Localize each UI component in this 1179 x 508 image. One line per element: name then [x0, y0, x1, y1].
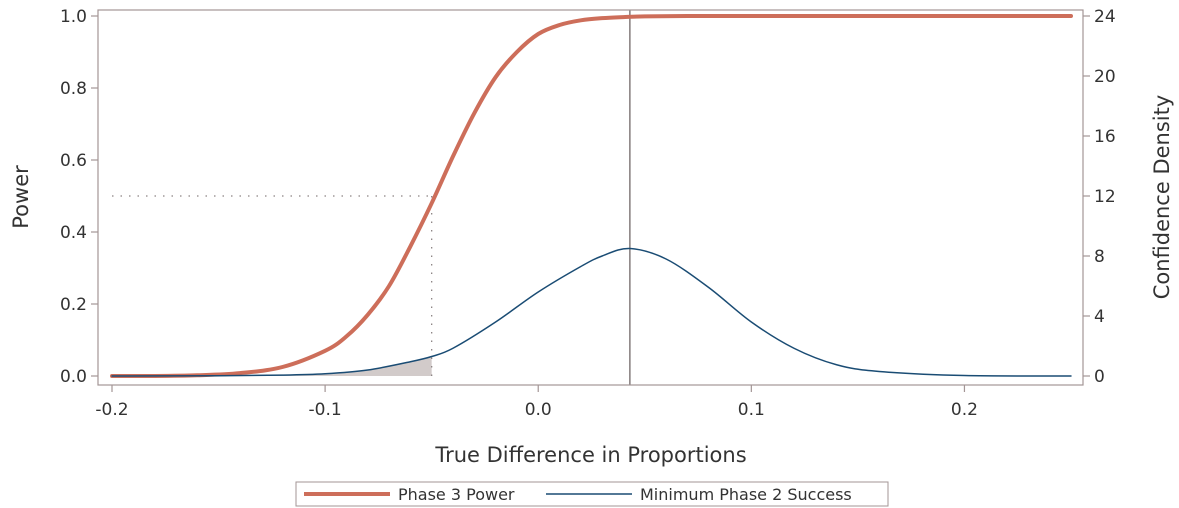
y-axis-left: 0.0 0.2 0.4 0.6 0.8 1.0: [60, 7, 98, 387]
legend-label-phase3-power: Phase 3 Power: [398, 485, 515, 504]
y-axis-title: Power: [9, 165, 33, 229]
y-tick-label: 0.8: [60, 79, 87, 99]
x-tick-label: -0.2: [95, 400, 128, 420]
y2-tick-label: 24: [1094, 7, 1116, 27]
legend-label-min-phase2-success: Minimum Phase 2 Success: [640, 485, 852, 504]
x-tick-label: 0.1: [738, 400, 765, 420]
y2-tick-label: 20: [1094, 67, 1116, 87]
y2-tick-label: 4: [1094, 307, 1105, 327]
series-lines: [110, 13, 1073, 379]
y-tick-label: 0.4: [60, 223, 87, 243]
y-tick-label: 0.2: [60, 295, 87, 315]
shaded-region: [112, 356, 432, 376]
y-tick-label: 0.0: [60, 367, 87, 387]
y2-tick-label: 8: [1094, 247, 1105, 267]
y-tick-label: 0.6: [60, 151, 87, 171]
y2-tick-label: 0: [1094, 367, 1105, 387]
series-line-phase3-power: [110, 13, 1073, 379]
x-tick-label: -0.1: [309, 400, 342, 420]
x-tick-label: 0.2: [951, 400, 978, 420]
y-axis-right: 0 4 8 12 16 20 24: [1083, 7, 1116, 387]
legend: Phase 3 Power Minimum Phase 2 Success: [295, 481, 889, 507]
reference-lines: [112, 10, 631, 385]
x-axis-title: True Difference in Proportions: [434, 443, 746, 467]
x-tick-label: 0.0: [525, 400, 552, 420]
x-axis: -0.2 -0.1 0.0 0.1 0.2: [95, 385, 978, 420]
y2-tick-label: 12: [1094, 187, 1116, 207]
plot-frame: [97, 9, 1084, 386]
y-tick-label: 1.0: [60, 7, 87, 27]
y2-axis-title: Confidence Density: [1150, 95, 1174, 300]
series-line-min-phase2-success: [111, 247, 1072, 377]
y2-tick-label: 16: [1094, 127, 1116, 147]
shaded-tail-area: [112, 356, 432, 376]
